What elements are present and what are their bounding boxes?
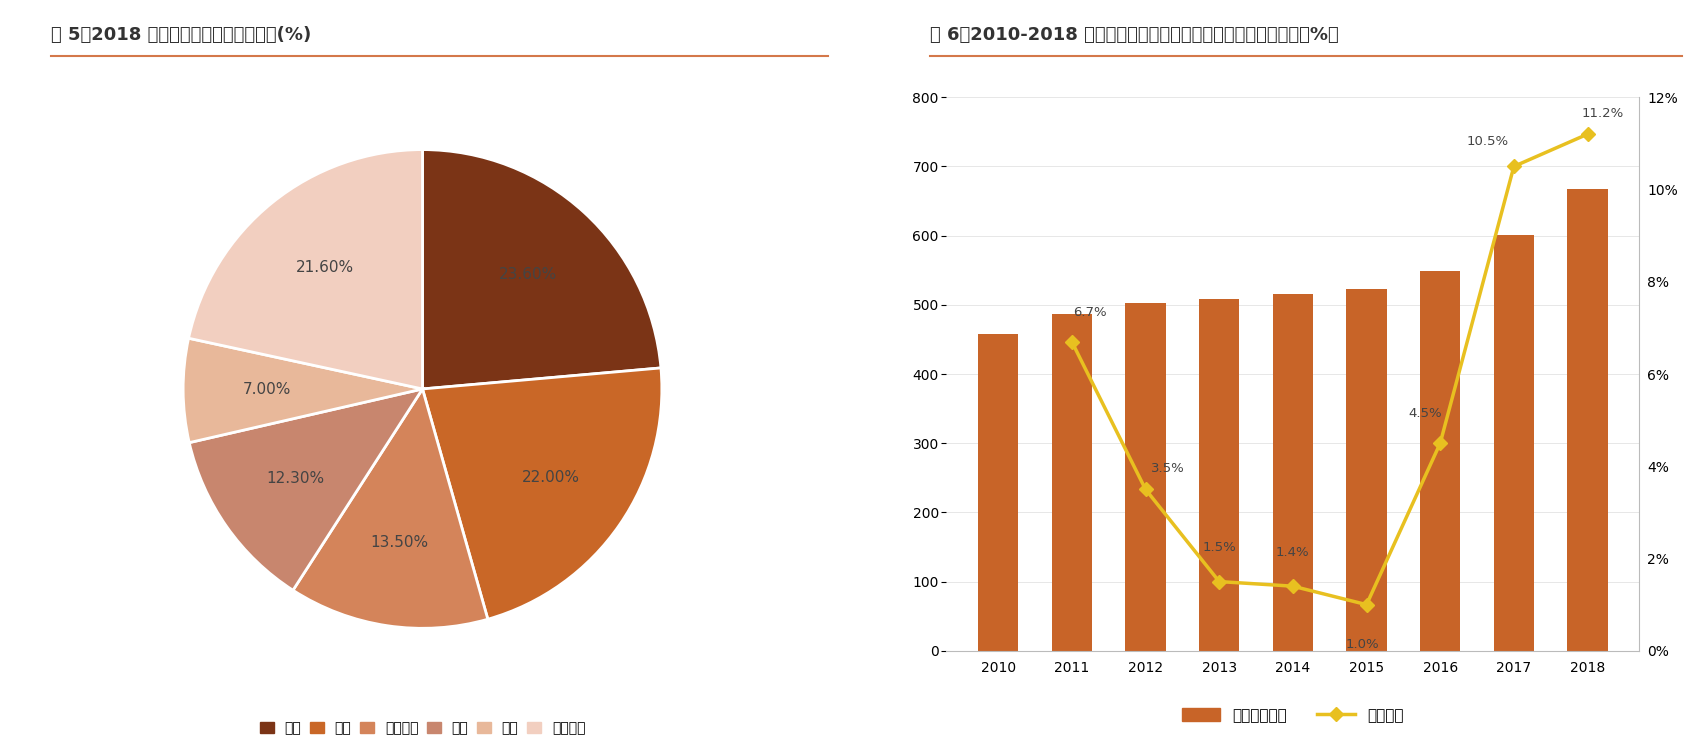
Text: 6.7%: 6.7% (1073, 306, 1106, 319)
Text: 1.5%: 1.5% (1201, 541, 1235, 554)
Text: 图 5：2018 年全球连接器应用领域分布(%): 图 5：2018 年全球连接器应用领域分布(%) (51, 26, 311, 44)
Text: 10.5%: 10.5% (1466, 135, 1508, 148)
Text: 23.60%: 23.60% (498, 267, 556, 282)
Text: 3.5%: 3.5% (1150, 462, 1184, 476)
Bar (978, 334, 1018, 651)
Bar (1272, 294, 1312, 651)
Text: 12.30%: 12.30% (265, 471, 324, 486)
Wedge shape (422, 368, 662, 619)
Bar (1566, 188, 1606, 651)
Text: 11.2%: 11.2% (1581, 107, 1623, 120)
Text: 4.5%: 4.5% (1409, 407, 1441, 420)
Legend: 汽车, 通信, 消费电子, 工业, 轨交, 其他应用: 汽车, 通信, 消费电子, 工业, 轨交, 其他应用 (253, 716, 591, 741)
Bar (1198, 299, 1238, 651)
Wedge shape (292, 389, 488, 628)
Wedge shape (189, 389, 422, 590)
Bar (1493, 235, 1534, 651)
Text: 13.50%: 13.50% (370, 536, 429, 551)
Text: 21.60%: 21.60% (296, 260, 353, 275)
Wedge shape (189, 150, 422, 389)
Text: 1.0%: 1.0% (1344, 638, 1378, 651)
Text: 22.00%: 22.00% (522, 470, 579, 485)
Bar (1051, 314, 1091, 651)
Bar (1125, 304, 1165, 651)
Text: 1.4%: 1.4% (1275, 545, 1309, 559)
Bar (1419, 271, 1459, 651)
Wedge shape (182, 338, 422, 443)
Text: 图 6：2010-2018 年全球连接器市场规模及增长（单位：亿美元，%）: 图 6：2010-2018 年全球连接器市场规模及增长（单位：亿美元，%） (929, 26, 1338, 44)
Wedge shape (422, 150, 660, 389)
Bar (1346, 289, 1387, 651)
Legend: 全球市场规模, 同比增长: 全球市场规模, 同比增长 (1176, 702, 1409, 729)
Text: 7.00%: 7.00% (243, 382, 291, 397)
